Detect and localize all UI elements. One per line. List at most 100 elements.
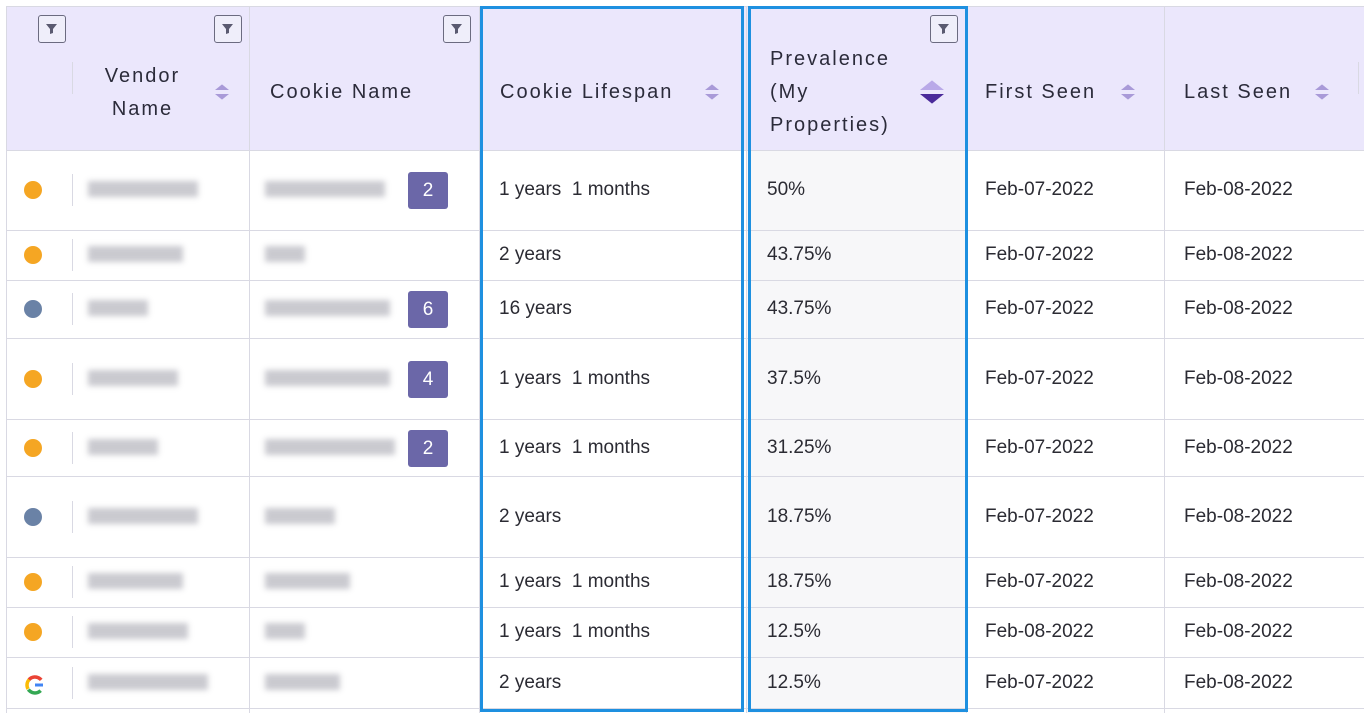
lifespan: 1 years 1 months: [499, 571, 651, 592]
cell-separator: [72, 616, 73, 648]
status-dot: [24, 181, 42, 199]
column-header: Cookie Lifespan: [500, 81, 674, 103]
funnel: [46, 24, 57, 34]
highlight-prevalence: [748, 6, 968, 712]
status-dot: [24, 623, 42, 641]
sort-toggle[interactable]: [699, 78, 725, 108]
column-header: Vendor Name: [104, 65, 181, 120]
g-blue: [35, 683, 43, 686]
prevalence: 12.5%: [767, 621, 821, 642]
sort-up: [215, 84, 229, 90]
redacted-cookie: [265, 673, 340, 690]
last-seen: Feb-08-2022: [1184, 621, 1293, 642]
status-dot: [24, 507, 42, 526]
column-divider: [6, 6, 7, 713]
last-seen: Feb-08-2022: [1184, 244, 1293, 265]
status-dot: [24, 369, 42, 388]
prevalence: 43.75%: [767, 298, 832, 319]
cookie-count-badge[interactable]: 6: [408, 291, 448, 328]
redacted-vendor: [88, 623, 188, 639]
redacted-cookie: [265, 507, 335, 524]
prevalence: 18.75%: [767, 571, 832, 592]
row-divider: [6, 338, 1364, 339]
last-seen: Feb-08-2022: [1184, 298, 1293, 319]
row-divider: [6, 657, 1364, 658]
first-seen: Feb-07-2022: [985, 298, 1094, 319]
filter-button[interactable]: [443, 15, 471, 43]
first-seen: Feb-07-2022: [985, 367, 1094, 389]
redacted-cookie: [265, 300, 390, 316]
sort-up: [920, 80, 944, 90]
prevalence: 31.25%: [767, 436, 832, 458]
filter-button[interactable]: [38, 15, 66, 43]
funnel: [222, 24, 233, 34]
last-seen: Feb-08-2022: [1184, 571, 1293, 592]
column-divider: [1164, 6, 1165, 713]
column-header: Cookie Name: [270, 81, 414, 103]
prevalence: 43.75%: [767, 244, 832, 265]
filter-button[interactable]: [930, 15, 958, 43]
sort-toggle[interactable]: [209, 78, 235, 108]
cell-separator: [72, 174, 73, 206]
redacted-vendor: [88, 573, 183, 589]
last-seen: Feb-08-2022: [1184, 671, 1293, 693]
last-seen: Feb-08-2022: [1184, 367, 1293, 389]
first-seen: Feb-07-2022: [985, 571, 1094, 592]
lifespan: 2 years: [499, 505, 562, 527]
filter-icon: [938, 24, 949, 34]
cell-separator: [72, 293, 73, 325]
status-dot: [24, 438, 42, 457]
redacted-cookie: [265, 623, 305, 639]
header-separator: [1164, 62, 1165, 94]
sort-toggle[interactable]: [1115, 78, 1141, 108]
redacted-vendor: [88, 507, 198, 524]
sort-toggle[interactable]: [919, 78, 945, 108]
cookie-count-badge[interactable]: 2: [408, 172, 448, 209]
sort-down: [215, 94, 229, 100]
row-divider: [6, 557, 1364, 558]
lifespan: 1 years 1 months: [499, 179, 651, 200]
header-separator: [1358, 62, 1359, 94]
first-seen: Feb-07-2022: [985, 179, 1094, 200]
sorted-column-bg: [746, 150, 966, 713]
cookie-count-badge[interactable]: 2: [408, 429, 448, 467]
row-divider: [6, 708, 1364, 709]
lifespan: 2 years: [499, 244, 562, 265]
lifespan: 2 years: [499, 671, 562, 693]
redacted-vendor: [88, 246, 183, 262]
funnel: [451, 24, 462, 34]
filter-icon: [222, 24, 233, 34]
first-seen: Feb-07-2022: [985, 671, 1094, 693]
g-yellow: [25, 674, 45, 695]
sort-up: [1315, 84, 1329, 90]
sort-up: [1121, 84, 1135, 90]
google-icon: [25, 674, 45, 695]
cell-separator: [72, 666, 73, 699]
redacted-cookie: [265, 438, 395, 455]
redacted-vendor: [88, 181, 198, 197]
status-dot: [24, 573, 42, 591]
redacted-vendor: [88, 438, 158, 455]
filter-button[interactable]: [214, 15, 242, 43]
sort-down: [920, 94, 944, 104]
column-header: Prevalence (My Properties): [770, 48, 891, 136]
lifespan: 16 years: [499, 298, 572, 319]
column-divider: [479, 6, 480, 713]
header-separator: [72, 62, 73, 94]
sort-toggle[interactable]: [1309, 78, 1335, 108]
lifespan: 1 years 1 months: [499, 436, 651, 458]
lifespan: 1 years 1 months: [499, 621, 651, 642]
first-seen: Feb-07-2022: [985, 436, 1094, 458]
row-divider: [6, 419, 1364, 420]
redacted-cookie: [265, 369, 390, 386]
filter-icon: [46, 24, 57, 34]
redacted-cookie: [265, 181, 385, 197]
filter-icon: [451, 24, 462, 34]
column-divider: [746, 6, 747, 713]
row-divider: [6, 476, 1364, 477]
last-seen: Feb-08-2022: [1184, 436, 1293, 458]
redacted-vendor: [88, 300, 148, 316]
sort-down: [1315, 94, 1329, 100]
cookie-count-badge[interactable]: 4: [408, 360, 448, 398]
